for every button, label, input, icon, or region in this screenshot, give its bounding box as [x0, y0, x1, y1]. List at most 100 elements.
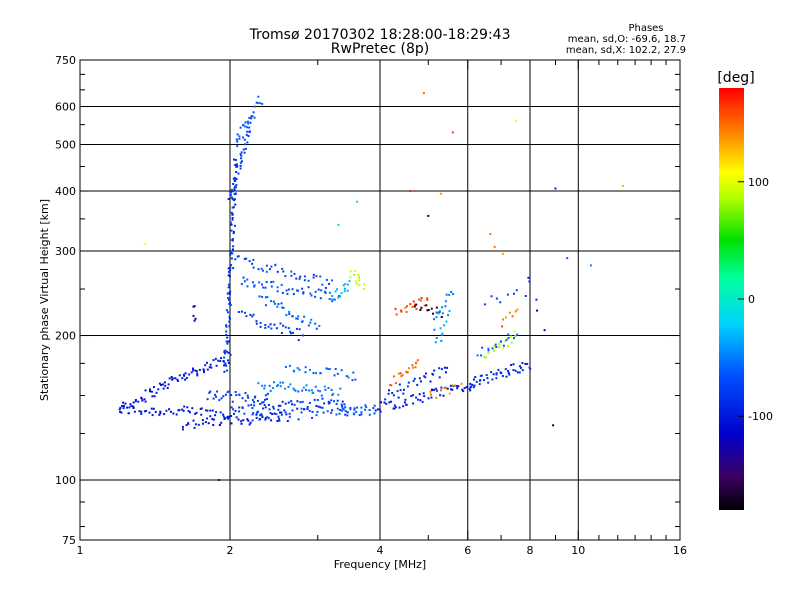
data-point — [400, 375, 403, 378]
data-point — [192, 305, 195, 308]
data-point — [418, 298, 421, 301]
data-point — [353, 413, 356, 416]
data-point — [233, 180, 236, 182]
data-point — [230, 264, 233, 267]
data-point — [230, 406, 233, 409]
data-point — [133, 410, 136, 413]
data-point — [243, 280, 246, 283]
data-point — [246, 130, 249, 133]
data-point — [296, 327, 298, 330]
data-point — [416, 383, 419, 386]
data-point — [262, 269, 264, 272]
data-point — [248, 423, 251, 426]
data-point — [393, 407, 396, 410]
data-point — [261, 283, 263, 286]
data-point — [208, 391, 211, 394]
data-point — [305, 384, 308, 387]
data-point — [376, 408, 379, 411]
data-point — [504, 316, 507, 319]
data-point — [256, 101, 259, 104]
data-point — [145, 409, 148, 412]
data-point — [454, 384, 457, 387]
data-point — [484, 356, 487, 359]
data-point — [282, 381, 284, 384]
data-point — [318, 324, 321, 327]
data-point — [211, 409, 214, 412]
data-point — [230, 191, 232, 194]
data-point — [356, 200, 359, 203]
data-point — [483, 303, 486, 306]
data-point — [325, 367, 328, 370]
data-point — [206, 361, 208, 364]
data-point — [281, 291, 284, 294]
data-point — [418, 393, 421, 396]
data-point — [447, 314, 449, 317]
data-point — [295, 277, 298, 280]
data-point — [238, 406, 241, 409]
data-point — [510, 364, 513, 366]
data-point — [269, 323, 272, 326]
data-point — [228, 316, 231, 319]
data-point — [507, 371, 510, 374]
data-point — [225, 340, 228, 343]
data-point — [339, 295, 341, 298]
data-point — [498, 346, 501, 349]
data-point — [124, 402, 127, 405]
data-point — [299, 275, 302, 278]
data-point — [234, 391, 237, 393]
data-point — [229, 275, 231, 278]
data-point — [187, 410, 190, 412]
data-point — [236, 145, 239, 148]
colorbar-tick-label: -100 — [748, 410, 773, 423]
data-point — [265, 270, 268, 273]
data-point — [275, 327, 278, 330]
data-point — [360, 413, 363, 416]
data-point — [326, 410, 329, 413]
grid-lines — [80, 60, 680, 540]
data-point — [223, 364, 226, 367]
data-point — [228, 267, 230, 270]
data-point — [286, 292, 289, 295]
data-point — [422, 92, 425, 95]
data-point — [232, 408, 235, 411]
data-point — [232, 183, 235, 185]
data-point — [248, 126, 251, 129]
data-point — [353, 273, 356, 276]
data-point — [535, 298, 538, 301]
data-point — [408, 367, 410, 370]
data-point — [319, 275, 322, 278]
data-point — [339, 408, 341, 411]
data-point — [251, 407, 254, 409]
data-point — [200, 407, 203, 410]
data-point — [262, 286, 265, 289]
data-point — [501, 252, 504, 255]
data-point — [389, 400, 392, 403]
data-point — [157, 388, 160, 391]
data-point — [521, 369, 524, 372]
data-point — [397, 372, 400, 375]
data-point — [245, 315, 248, 318]
data-point — [360, 406, 363, 409]
data-point — [476, 354, 479, 357]
data-point — [169, 410, 172, 413]
data-point — [508, 373, 511, 376]
data-point — [148, 411, 151, 414]
data-point — [357, 274, 360, 276]
data-point — [507, 333, 510, 336]
data-point — [228, 293, 231, 296]
data-point — [159, 410, 162, 413]
data-point — [324, 286, 327, 289]
data-point — [426, 309, 429, 312]
data-point — [212, 397, 215, 400]
data-point — [267, 404, 270, 406]
y-tick-label: 400 — [55, 185, 76, 198]
data-point — [347, 376, 350, 379]
data-point — [412, 366, 415, 369]
data-point — [425, 372, 427, 375]
data-point — [138, 410, 141, 413]
stats-line-x: mean, sd,X: 102.2, 27.9 — [566, 45, 686, 56]
data-point — [314, 290, 317, 293]
data-point — [261, 416, 264, 418]
data-point — [235, 138, 238, 141]
data-point — [239, 167, 242, 170]
